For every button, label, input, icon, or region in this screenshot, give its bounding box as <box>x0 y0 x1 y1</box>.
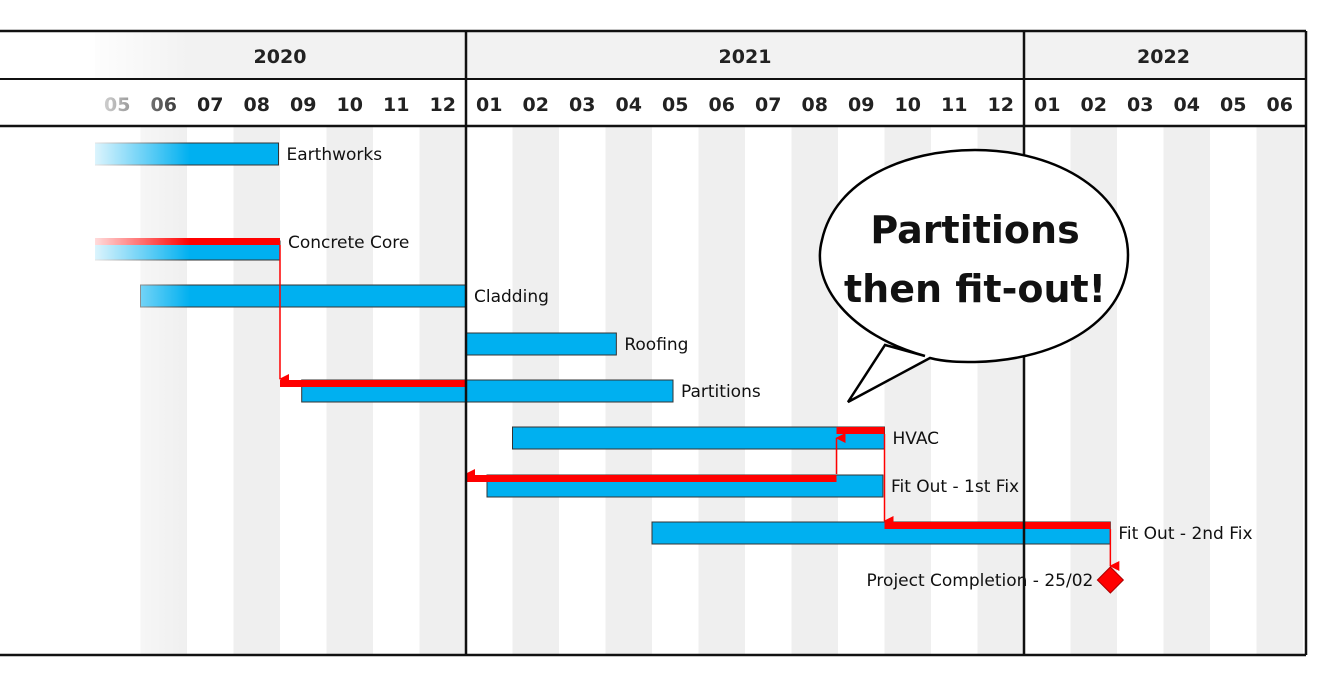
month-stripe <box>1256 126 1303 655</box>
task-label: HVAC <box>893 429 940 449</box>
month-tick-label: 06 <box>709 94 735 116</box>
month-tick-label: 12 <box>988 94 1014 116</box>
timeline-header: 2020 2021 2022 05 06 07 08 09 10 11 12 01 02 03 04 05 06… <box>0 31 1306 116</box>
month-tick-label: 05 <box>104 94 130 116</box>
milestone-label: Project Completion - 25/02 <box>866 571 1093 591</box>
month-tick-label: 12 <box>430 94 456 116</box>
task-bar <box>512 426 885 450</box>
month-stripe <box>791 126 838 655</box>
task-bar <box>465 332 617 356</box>
speech-bubble-shape <box>818 148 1130 404</box>
task-bar <box>68 142 279 166</box>
month-tick-label: 02 <box>523 94 549 116</box>
month-tick-label: 01 <box>476 94 502 116</box>
critical-segment <box>836 427 885 434</box>
month-tick-label: 08 <box>802 94 828 116</box>
month-tick-label: 01 <box>1034 94 1060 116</box>
month-tick-label: 06 <box>1267 94 1293 116</box>
month-tick-label: 11 <box>383 94 409 116</box>
task-labels: Earthworks Concrete Core Cladding Roofing Pa… <box>287 145 1253 544</box>
task-label: Fit Out - 2nd Fix <box>1118 524 1252 544</box>
month-tick-label: 04 <box>1174 94 1200 116</box>
month-tick-label: 04 <box>616 94 642 116</box>
milestone-diamond <box>1096 566 1125 594</box>
month-tick-label: 09 <box>290 94 316 116</box>
month-stripe <box>1163 126 1210 655</box>
task-label: Roofing <box>624 335 688 355</box>
task-label: Fit Out - 1st Fix <box>891 477 1019 497</box>
month-tick-label: 06 <box>151 94 177 116</box>
month-tick-label: 10 <box>337 94 363 116</box>
month-tick-label: 11 <box>941 94 967 116</box>
month-tick-label: 05 <box>662 94 688 116</box>
month-tick-label: 07 <box>755 94 781 116</box>
year-label: 2020 <box>254 46 307 68</box>
task-label: Partitions <box>681 382 761 402</box>
critical-segment <box>280 380 466 387</box>
month-tick-label: 02 <box>1081 94 1107 116</box>
left-fade-solid <box>0 0 95 690</box>
task-label: Concrete Core <box>288 233 409 253</box>
month-tick-label: 07 <box>197 94 223 116</box>
milestones: Project Completion - 25/02 <box>866 529 1125 594</box>
month-tick-label: 03 <box>1127 94 1153 116</box>
critical-segment <box>884 522 1111 529</box>
month-tick-label: 10 <box>895 94 921 116</box>
callout-line-1: Partitions <box>870 208 1079 252</box>
year-header-band <box>0 31 1306 79</box>
month-tick-label: 08 <box>244 94 270 116</box>
month-tick-label: 03 <box>569 94 595 116</box>
critical-segment <box>69 238 280 245</box>
callout-line-2: then fit-out! <box>844 267 1106 311</box>
month-stripe <box>140 126 187 655</box>
speech-bubble-callout: Partitions then fit-out! <box>818 148 1130 404</box>
month-tick-label: 05 <box>1220 94 1246 116</box>
task-label: Earthworks <box>287 145 383 165</box>
task-bar <box>140 284 467 308</box>
year-label: 2021 <box>719 46 772 68</box>
critical-segment <box>466 475 837 482</box>
month-tick-label: 09 <box>848 94 874 116</box>
year-label: 2022 <box>1137 46 1190 68</box>
month-stripe <box>698 126 745 655</box>
month-stripe <box>233 126 280 655</box>
task-label: Cladding <box>474 287 549 307</box>
